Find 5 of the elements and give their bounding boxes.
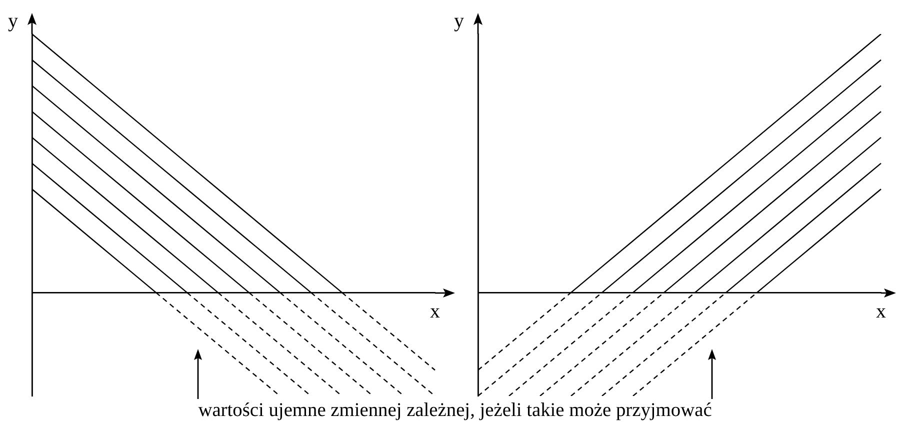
text: wartości ujemne zmiennej zależnej, jeżeli takie może przyjmować [198, 400, 712, 421]
x-axis-title: x [430, 300, 440, 323]
x-axis-title: x [876, 300, 886, 323]
y-axis-title: y [454, 10, 464, 32]
y-axis-title: y [8, 10, 18, 32]
